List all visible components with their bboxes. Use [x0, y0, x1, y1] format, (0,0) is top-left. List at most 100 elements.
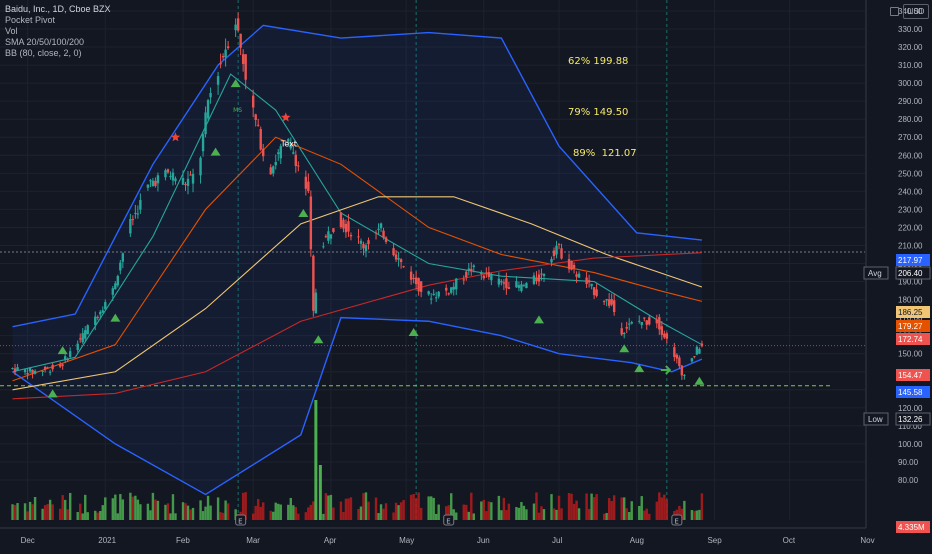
- candle: [219, 53, 222, 69]
- earnings-label: E: [446, 518, 450, 526]
- price-tick-label: 320.00: [898, 43, 923, 52]
- volume-bar: [149, 510, 152, 520]
- candle: [329, 234, 333, 245]
- candle-body: [146, 184, 150, 188]
- sma200-line: [12, 252, 702, 400]
- candle: [429, 292, 433, 305]
- candle: [156, 172, 160, 192]
- candle: [244, 54, 247, 90]
- candle: [314, 288, 318, 314]
- indicator-bb[interactable]: BB (80, close, 2, 0): [5, 48, 82, 58]
- symbol-title[interactable]: Baidu, Inc., 1D, Cboe BZX: [5, 4, 111, 14]
- badge-box: [896, 386, 930, 398]
- volume-bar: [81, 513, 84, 520]
- candle: [349, 232, 353, 241]
- pocket-pivot-marker: [619, 344, 630, 353]
- volume-bar: [394, 502, 398, 520]
- candle-body: [429, 298, 433, 300]
- candle: [224, 38, 227, 67]
- candle: [216, 71, 220, 95]
- candle-body: [46, 367, 49, 369]
- candle: [572, 262, 576, 274]
- candle-body: [698, 349, 701, 354]
- currency-button[interactable]: USD: [903, 4, 929, 19]
- volume-bar: [156, 500, 160, 520]
- price-tick-label: 260.00: [898, 151, 923, 160]
- candle-body: [48, 371, 52, 373]
- candle: [515, 276, 518, 288]
- badge-value: 154.47: [898, 371, 923, 380]
- candle: [675, 353, 679, 364]
- volume-bar: [86, 512, 89, 520]
- candle-body: [542, 273, 546, 276]
- indicator-sma[interactable]: SMA 20/50/100/200: [5, 37, 85, 47]
- volume-bar: [324, 493, 328, 520]
- candle-body: [221, 55, 225, 58]
- indicator-pocket-pivot[interactable]: Pocket Pivot: [5, 15, 56, 25]
- volume-bar: [58, 508, 62, 520]
- time-tick-label: Oct: [783, 536, 796, 545]
- candle-body: [675, 354, 679, 359]
- volume-bar: [166, 503, 170, 520]
- candle-body: [181, 178, 185, 185]
- pocket-pivot-marker: [313, 335, 324, 344]
- candle-body: [450, 287, 453, 293]
- volume-bar: [693, 510, 696, 520]
- pocket-pivot-marker: [110, 313, 121, 322]
- candle: [61, 363, 64, 370]
- volume-bar: [96, 512, 99, 520]
- candle: [678, 355, 681, 369]
- candle: [239, 33, 242, 56]
- volume-bar: [695, 510, 699, 520]
- candle-body: [81, 333, 84, 343]
- collapse-icon[interactable]: [890, 7, 899, 16]
- candle-body: [332, 228, 335, 232]
- volume-bar: [434, 513, 438, 520]
- volume-bar: [540, 506, 543, 520]
- candle-body: [339, 212, 343, 228]
- candle-body: [28, 367, 32, 372]
- volume-bar: [63, 499, 67, 520]
- volume-bar: [307, 507, 310, 520]
- candle: [595, 283, 598, 298]
- candle: [645, 319, 648, 330]
- candle: [414, 271, 418, 290]
- badge-label-box: [863, 412, 889, 426]
- candle-body: [607, 299, 611, 306]
- candle: [683, 374, 686, 380]
- earnings-marker: [235, 514, 247, 526]
- volume-bar: [472, 513, 475, 520]
- candle-body: [342, 219, 345, 229]
- candle-body: [111, 288, 115, 295]
- volume-bar: [590, 493, 593, 520]
- volume-bar: [623, 497, 626, 520]
- candle-body: [166, 169, 170, 173]
- volume-bar: [241, 492, 245, 520]
- candle-body: [412, 278, 415, 280]
- time-tick-label: Jun: [477, 536, 490, 545]
- candle-body: [673, 347, 676, 357]
- volume-bar: [274, 502, 277, 520]
- candle: [139, 193, 142, 214]
- volume-bar: [392, 512, 395, 520]
- candle-body: [572, 264, 576, 268]
- candle: [28, 366, 32, 374]
- volume-bar: [349, 497, 353, 520]
- candle: [555, 240, 558, 259]
- candle: [470, 262, 473, 276]
- candle: [164, 168, 167, 181]
- volume-bar: [680, 508, 684, 520]
- badge-value: 172.74: [898, 335, 923, 344]
- volume-bar: [164, 504, 167, 520]
- candle: [455, 278, 458, 295]
- volume-bar: [660, 497, 664, 520]
- volume-bar: [184, 503, 187, 520]
- volume-bar: [467, 511, 470, 520]
- candle: [136, 205, 140, 219]
- pocket-pivot-marker: [230, 79, 241, 88]
- indicator-volume[interactable]: Vol: [5, 26, 18, 36]
- price-tick-label: 150.00: [898, 350, 923, 359]
- candle-body: [525, 283, 528, 289]
